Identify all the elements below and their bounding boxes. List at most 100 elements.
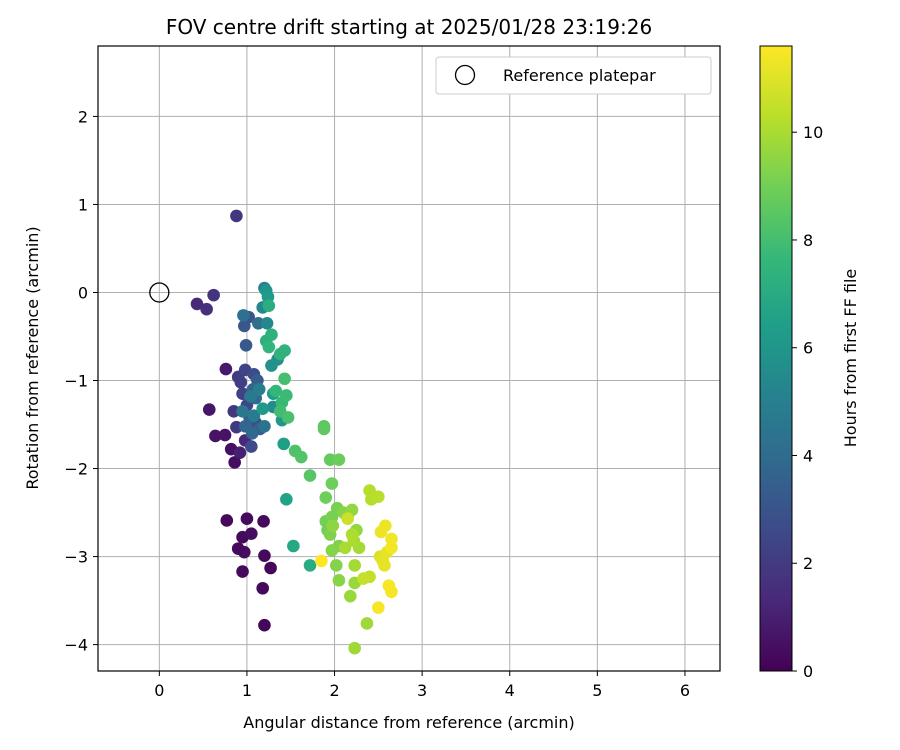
x-tick-label: 3 xyxy=(417,681,427,700)
data-point xyxy=(231,542,245,555)
data-point xyxy=(238,319,251,333)
data-point xyxy=(269,384,283,398)
data-point xyxy=(325,477,339,490)
colorbar-tick-label: 0 xyxy=(803,662,813,681)
data-point xyxy=(237,309,250,322)
data-point xyxy=(230,209,243,223)
y-tick-label: 1 xyxy=(78,195,88,214)
data-point xyxy=(281,411,295,424)
data-point xyxy=(228,456,241,469)
data-point xyxy=(326,519,340,533)
data-point xyxy=(219,362,233,376)
data-point xyxy=(245,440,258,453)
data-point xyxy=(287,539,300,553)
x-axis-ticks: 0 1 2 3 4 5 6 xyxy=(154,671,690,700)
data-point xyxy=(265,359,278,372)
data-point xyxy=(252,316,265,330)
data-point xyxy=(202,403,216,416)
data-point xyxy=(262,299,276,312)
data-point xyxy=(294,450,308,464)
data-point xyxy=(262,340,276,354)
data-point xyxy=(258,618,271,632)
x-tick-label: 5 xyxy=(592,681,602,700)
data-point xyxy=(200,302,213,316)
reference-marker-group xyxy=(149,282,170,303)
data-point xyxy=(317,422,331,436)
data-point xyxy=(257,515,270,528)
data-point xyxy=(240,512,254,526)
data-point xyxy=(332,574,346,587)
data-point xyxy=(220,514,234,527)
x-tick-label: 6 xyxy=(680,681,690,700)
data-point xyxy=(258,549,271,562)
data-point xyxy=(245,527,258,540)
reference-platepar-marker xyxy=(149,282,170,303)
data-point xyxy=(277,437,291,451)
data-point xyxy=(236,565,249,578)
colorbar-ticks: 0 2 4 6 8 10 xyxy=(792,123,823,681)
data-point xyxy=(303,469,317,482)
y-tick-label: −3 xyxy=(64,548,88,567)
data-point xyxy=(209,429,222,443)
x-tick-label: 2 xyxy=(329,681,339,700)
data-point xyxy=(265,328,278,342)
data-point xyxy=(227,405,241,418)
data-point xyxy=(218,428,232,442)
data-point xyxy=(280,389,293,402)
data-point xyxy=(325,544,339,557)
data-point xyxy=(207,288,220,302)
chart-title: FOV centre drift starting at 2025/01/28 … xyxy=(166,15,652,39)
plot-frame xyxy=(97,45,721,672)
data-point xyxy=(378,559,391,572)
data-point xyxy=(245,427,259,440)
x-tick-label: 1 xyxy=(242,681,252,700)
x-tick-label: 4 xyxy=(505,681,515,700)
data-point xyxy=(264,561,277,575)
data-point xyxy=(372,601,385,614)
data-point xyxy=(236,405,249,418)
colorbar-tick-label: 8 xyxy=(803,231,813,250)
x-tick-label: 0 xyxy=(154,681,164,700)
colorbar-tick-label: 6 xyxy=(803,339,813,358)
data-point xyxy=(332,453,346,467)
data-point xyxy=(278,372,291,386)
y-tick-label: −4 xyxy=(64,636,88,655)
data-point xyxy=(341,512,354,526)
data-point xyxy=(256,581,269,595)
legend-marker-hollow-circle xyxy=(454,64,476,86)
data-point xyxy=(338,541,352,555)
data-point xyxy=(244,390,257,403)
data-point xyxy=(278,344,291,357)
data-point xyxy=(360,617,374,630)
y-tick-label: −1 xyxy=(64,372,88,391)
colorbar-tick-label: 10 xyxy=(803,123,823,142)
data-point xyxy=(385,532,398,546)
data-point xyxy=(258,419,271,433)
data-point xyxy=(323,453,337,467)
x-axis-label: Angular distance from reference (arcmin) xyxy=(243,713,574,732)
data-point xyxy=(239,338,253,352)
data-point xyxy=(315,554,328,568)
colorbar-tick-label: 2 xyxy=(803,554,813,573)
data-point xyxy=(319,491,333,504)
data-point xyxy=(372,490,385,504)
y-axis-ticks: −4 −3 −2 −1 0 1 2 xyxy=(64,107,98,655)
grid xyxy=(98,46,720,671)
data-point xyxy=(247,409,261,423)
data-point xyxy=(303,559,317,572)
legend-box xyxy=(435,56,712,95)
data-point xyxy=(348,641,361,655)
data-point xyxy=(348,559,361,572)
data-point xyxy=(344,589,357,603)
colorbar-tick-label: 4 xyxy=(803,446,813,465)
y-tick-label: 2 xyxy=(78,107,88,126)
colorbar-gradient xyxy=(759,45,793,672)
colorbar: 0 2 4 6 8 10 Hours from first FF file xyxy=(759,45,860,681)
y-axis-label: Rotation from reference (arcmin) xyxy=(23,226,42,489)
data-point xyxy=(234,375,248,389)
data-point xyxy=(256,402,269,415)
legend-label: Reference platepar xyxy=(503,66,656,85)
data-point xyxy=(379,519,392,533)
legend: Reference platepar xyxy=(435,56,712,95)
